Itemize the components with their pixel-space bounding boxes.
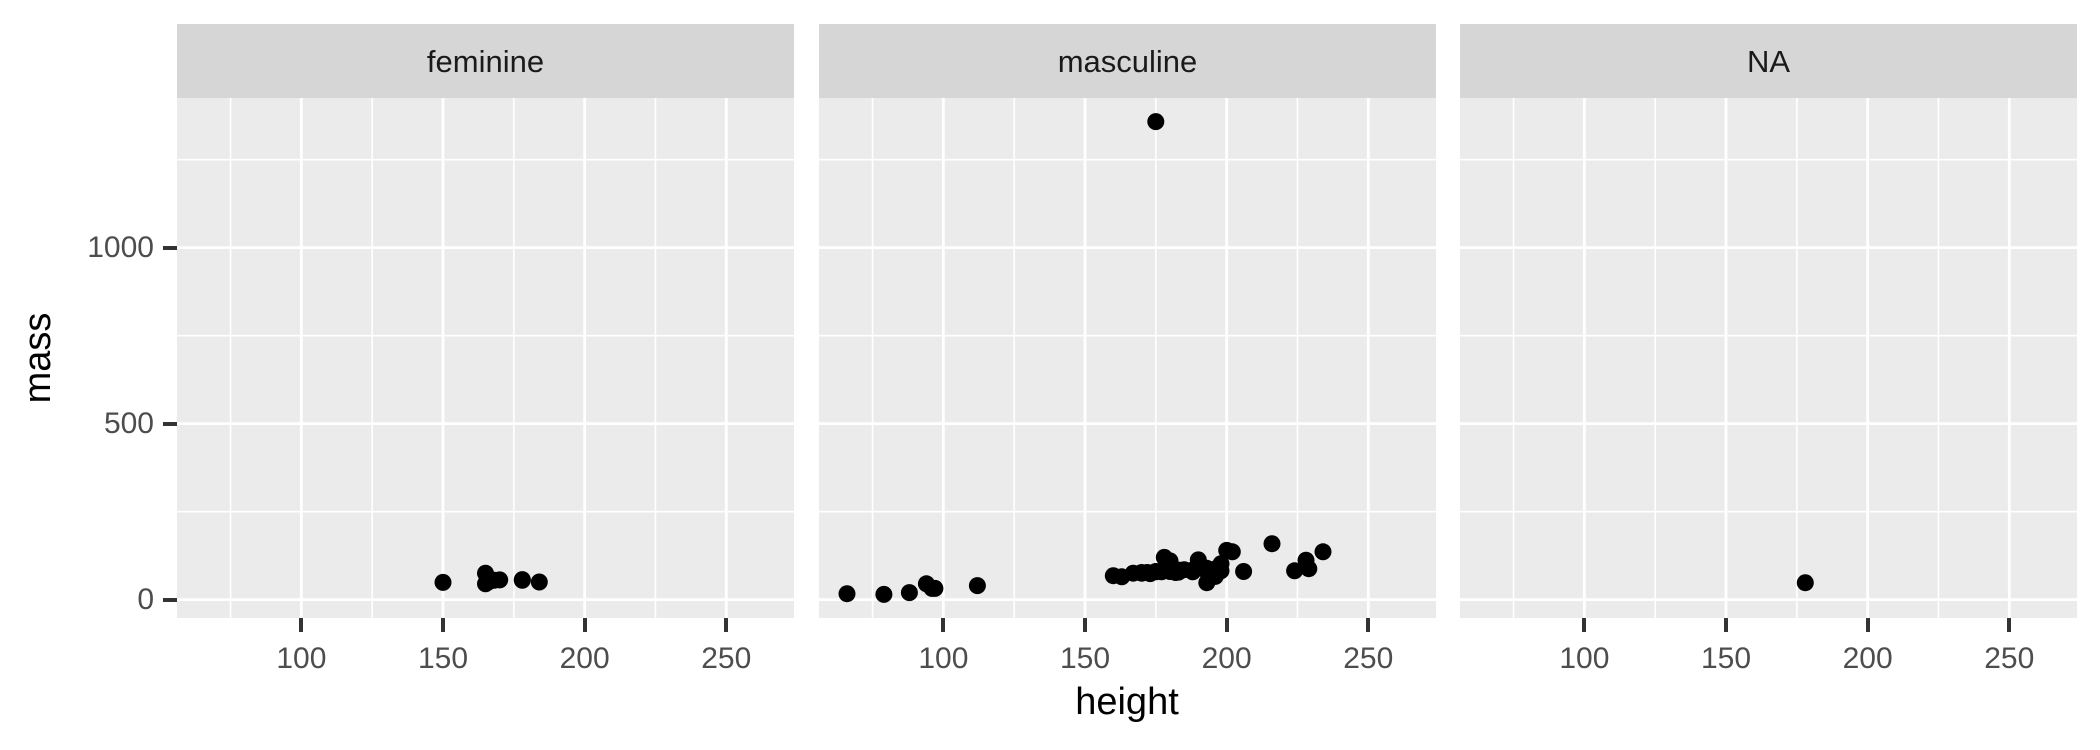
x-tick-mark [1582,618,1587,632]
x-tick-mark [941,618,946,632]
x-axis-title: height [1075,681,1179,723]
x-tick-mark [1724,618,1728,632]
data-point [1113,568,1131,586]
x-tick-label: 250 [1343,642,1394,675]
y-tick-label: 0 [137,582,154,616]
panel-canvas [177,98,794,618]
x-tick-mark [582,618,587,632]
facet-strip: feminine [177,24,794,98]
y-tick-label: 1000 [87,230,154,264]
data-point [1147,113,1165,131]
data-point [917,575,935,593]
data-point [900,584,918,602]
data-point [1235,563,1253,580]
x-tick-label: 200 [1842,642,1893,675]
x-tick-label: 200 [559,642,610,675]
data-point [875,585,893,603]
y-tick-label: 500 [103,406,154,440]
x-tick-label: 100 [918,642,969,675]
data-point [1300,560,1318,578]
data-point [1198,574,1216,592]
facet-strip-label: NA [1746,43,1791,79]
data-point [513,571,531,589]
data-point [1133,564,1151,582]
facet-strip-label: masculine [1057,43,1198,79]
data-point [1170,563,1187,581]
facet-panel [1460,98,2077,618]
data-point [1212,555,1230,573]
x-tick-label: 150 [1700,642,1752,675]
y-tick-mark [163,597,177,602]
data-point [1286,562,1304,580]
data-point [1147,563,1165,580]
x-tick-mark [1224,618,1229,632]
data-point [1314,543,1332,561]
facet-strip: masculine [819,24,1436,98]
data-point [1184,563,1202,581]
y-tick-mark [163,245,177,250]
data-point [1218,541,1236,559]
x-tick-mark [441,618,445,632]
x-tick-mark [1083,618,1087,632]
y-axis-title: mass [17,312,59,404]
panel-canvas [1460,98,2077,618]
y-tick-mark [163,421,177,426]
x-tick-label: 250 [701,642,752,675]
x-tick-mark [2007,618,2012,632]
facet-panel [177,98,794,618]
x-tick-label: 100 [276,642,327,675]
x-tick-mark [1865,618,1870,632]
data-point [491,571,509,589]
data-point [1796,574,1814,592]
data-point [434,573,452,591]
data-point [968,577,986,595]
x-tick-label: 100 [1559,642,1610,675]
data-point [1263,535,1281,553]
data-point [530,573,548,591]
x-tick-label: 200 [1201,642,1252,675]
x-tick-mark [1366,618,1371,632]
panel-canvas [819,98,1436,618]
x-tick-mark [299,618,304,632]
facet-strip-label: feminine [426,43,545,79]
x-tick-label: 150 [417,642,469,675]
x-tick-label: 150 [1059,642,1111,675]
data-point [838,585,856,603]
facet-strip: NA [1460,24,2077,98]
x-tick-mark [724,618,729,632]
x-tick-label: 250 [1984,642,2035,675]
facet-panel [819,98,1436,618]
